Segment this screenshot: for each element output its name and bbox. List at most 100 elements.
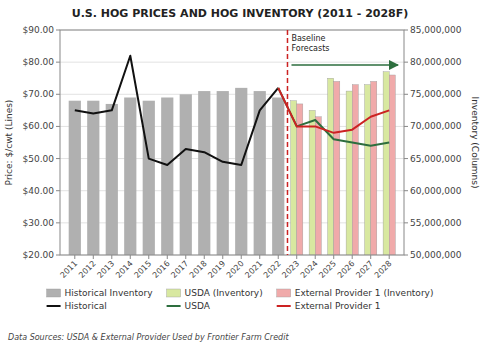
- legend-item: USDA: [167, 301, 211, 311]
- x-tick-label: 2027: [354, 259, 375, 280]
- x-tick: [259, 255, 260, 259]
- forecast-arrow: [291, 64, 398, 66]
- bar: [198, 91, 210, 255]
- x-tick-label: 2018: [188, 259, 209, 280]
- x-tick: [222, 255, 223, 259]
- legend-swatch: [277, 305, 291, 307]
- legend-swatch: [47, 289, 61, 297]
- title: U.S. HOG PRICES AND HOG INVENTORY (2011 …: [72, 7, 409, 20]
- x-tick-label: 2022: [262, 259, 283, 280]
- bar: [272, 98, 284, 256]
- subtitle: Data Sources: USDA & External Provider U…: [8, 333, 289, 342]
- x-tick: [148, 255, 149, 259]
- grid: [60, 30, 404, 255]
- price-line: [75, 56, 278, 165]
- bar: [254, 91, 266, 255]
- y-tick-label: $50.00: [23, 154, 55, 164]
- x-tick-label: 2028: [373, 259, 394, 280]
- bar: [371, 81, 377, 255]
- x-tick-label: 2017: [169, 259, 190, 280]
- legend-label: USDA: [185, 301, 211, 311]
- y2-tick-label: 75,000,000: [410, 89, 462, 99]
- y2-tick-label: 70,000,000: [410, 121, 462, 131]
- legend-label: Historical Inventory: [65, 288, 154, 298]
- y-tick: [56, 62, 60, 63]
- legend-item: USDA (Inventory): [167, 288, 263, 298]
- y2-tick-label: 65,000,000: [410, 154, 462, 164]
- x-tick: [370, 255, 371, 259]
- bar: [365, 85, 371, 255]
- y2-tick-label: 60,000,000: [410, 186, 462, 196]
- x-tick-label: 2021: [243, 259, 264, 280]
- x-tick: [241, 255, 242, 259]
- bar: [315, 117, 321, 255]
- legend-label: External Provider 1 (Inventory): [295, 288, 434, 298]
- bar: [69, 101, 81, 255]
- y2-tick: [404, 222, 408, 223]
- y2-tick-label: 80,000,000: [410, 57, 462, 67]
- legend-item: External Provider 1 (Inventory): [277, 288, 434, 298]
- y-tick-label: $90.00: [23, 25, 55, 35]
- y-tick-label: $30.00: [23, 218, 55, 228]
- bar: [124, 98, 136, 256]
- bar: [235, 88, 247, 255]
- legend-label: External Provider 1: [295, 301, 381, 311]
- x-tick-label: 2014: [114, 259, 135, 280]
- legend-swatch: [47, 305, 61, 307]
- bar: [383, 72, 389, 255]
- x-tick: [74, 255, 75, 259]
- y2-tick: [404, 158, 408, 159]
- bar: [217, 91, 229, 255]
- bar: [309, 110, 315, 255]
- x-tick: [185, 255, 186, 259]
- x-tick-label: 2025: [317, 259, 338, 280]
- annotation-line: Forecasts: [291, 44, 329, 53]
- y-tick: [56, 222, 60, 223]
- y2-tick: [404, 126, 408, 127]
- x-tick-label: 2023: [280, 259, 301, 280]
- x-tick-label: 2020: [225, 259, 246, 280]
- x-tick: [296, 255, 297, 259]
- y-tick: [56, 190, 60, 191]
- bar: [180, 94, 192, 255]
- y2-tick-label: 50,000,000: [410, 250, 462, 260]
- x-tick: [278, 255, 279, 259]
- grid-line: [60, 62, 404, 63]
- x-tick-label: 2026: [336, 259, 357, 280]
- annotation-line: Baseline: [291, 34, 325, 43]
- x-tick: [204, 255, 205, 259]
- y2-tick: [404, 255, 408, 256]
- y2-axis-label: Inventory (Columns): [470, 96, 480, 188]
- x-tick: [167, 255, 168, 259]
- legend-item: Historical: [47, 301, 107, 311]
- x-tick-label: 2024: [299, 259, 320, 280]
- y-tick-label: $20.00: [23, 250, 55, 260]
- x-tick: [93, 255, 94, 259]
- y-tick-label: $60.00: [23, 121, 55, 131]
- x-tick: [352, 255, 353, 259]
- legend-label: USDA (Inventory): [185, 288, 263, 298]
- x-tick-label: 2016: [151, 259, 172, 280]
- y-tick: [56, 158, 60, 159]
- bar: [389, 75, 395, 255]
- bar: [346, 91, 352, 255]
- y2-tick: [404, 94, 408, 95]
- annotation-text: BaselineForecasts: [291, 34, 329, 53]
- legend-swatch: [167, 289, 181, 297]
- legend-swatch: [167, 305, 181, 307]
- y-tick-label: $70.00: [23, 89, 55, 99]
- price-line: [278, 88, 389, 146]
- x-tick-label: 2012: [77, 259, 98, 280]
- x-tick: [111, 255, 112, 259]
- x-tick: [315, 255, 316, 259]
- legend-item: Historical Inventory: [47, 288, 154, 298]
- x-tick: [333, 255, 334, 259]
- legend-label: Historical: [65, 301, 107, 311]
- bar: [87, 101, 99, 255]
- legend-item: External Provider 1: [277, 301, 381, 311]
- y2-tick-label: 55,000,000: [410, 218, 462, 228]
- x-tick-label: 2015: [132, 259, 153, 280]
- y2-tick: [404, 62, 408, 63]
- x-tick-label: 2019: [206, 259, 227, 280]
- x-tick-label: 2011: [58, 259, 79, 280]
